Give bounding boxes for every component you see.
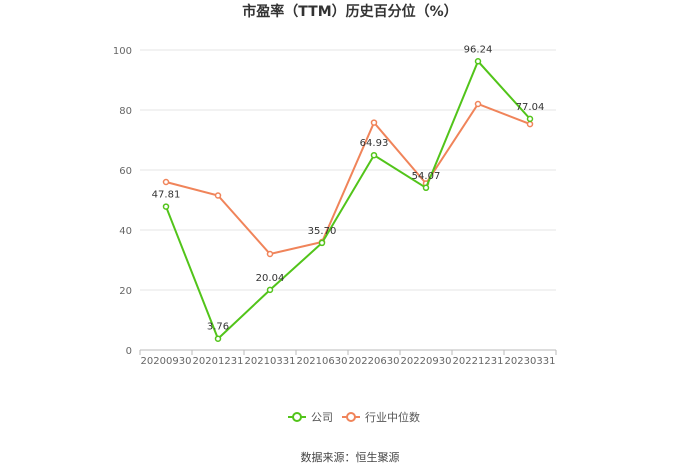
data-point xyxy=(162,178,170,186)
source-note: 数据来源：恒生聚源 xyxy=(301,450,400,464)
data-point xyxy=(370,119,378,126)
data-point xyxy=(526,120,534,128)
x-axis: 20200930 20201231 20210331 20210630 20220630… xyxy=(139,350,557,367)
legend[interactable]: 公司 行业中位数 xyxy=(288,410,420,424)
data-point xyxy=(214,335,222,342)
x-tick-label: 20201231 xyxy=(193,356,244,367)
x-tick-label: 20230331 xyxy=(505,356,556,367)
data-label: 20.04 xyxy=(256,273,285,284)
legend-item-1[interactable]: 行业中位数 xyxy=(342,410,420,424)
series-line xyxy=(165,102,531,256)
data-label: 96.24 xyxy=(464,44,493,55)
data-label: 47.81 xyxy=(152,190,181,201)
legend-marker xyxy=(346,412,356,422)
data-point xyxy=(526,115,534,123)
x-tick-label: 20220630 xyxy=(349,356,400,367)
data-label: 77.04 xyxy=(516,102,545,113)
x-tick-label: 20210331 xyxy=(245,356,296,367)
data-point xyxy=(162,203,170,210)
y-tick-label: 80 xyxy=(119,106,132,117)
data-label: 35.70 xyxy=(308,226,337,237)
data-point xyxy=(422,184,430,192)
series-line xyxy=(165,59,531,341)
grid xyxy=(140,49,556,351)
data-point xyxy=(266,286,274,294)
series-layer: 47.81 3.76 20.04 35.70 64.93 54.07 96.24 77.04 xyxy=(152,44,545,342)
x-tick-label: 20220930 xyxy=(401,356,452,367)
legend-marker xyxy=(292,412,302,422)
x-tick-label: 20221231 xyxy=(453,356,504,367)
y-tick-label: 60 xyxy=(119,166,132,177)
chart-title: 市盈率（TTM）历史百分位（%） xyxy=(242,3,457,20)
x-tick-label: 20200930 xyxy=(141,356,192,367)
data-point xyxy=(474,100,482,108)
legend-item-0[interactable]: 公司 xyxy=(288,411,333,424)
data-point xyxy=(318,239,326,247)
data-point xyxy=(214,192,222,199)
data-label: 54.07 xyxy=(412,171,441,182)
series-0: 47.81 3.76 20.04 35.70 64.93 54.07 96.24 77.04 xyxy=(152,44,545,342)
data-label: 64.93 xyxy=(360,138,389,149)
legend-label: 公司 xyxy=(311,411,333,424)
data-point xyxy=(266,250,274,258)
y-axis: 0 20 40 60 80 100 xyxy=(113,46,132,357)
y-tick-label: 100 xyxy=(113,46,132,57)
data-label: 3.76 xyxy=(207,322,229,333)
series-1 xyxy=(162,100,534,258)
legend-label: 行业中位数 xyxy=(365,410,420,424)
y-tick-label: 20 xyxy=(119,286,132,297)
x-tick-label: 20210630 xyxy=(297,356,348,367)
y-tick-label: 0 xyxy=(126,346,132,357)
data-point xyxy=(370,151,378,159)
data-point xyxy=(474,58,482,65)
y-tick-label: 40 xyxy=(119,226,132,237)
